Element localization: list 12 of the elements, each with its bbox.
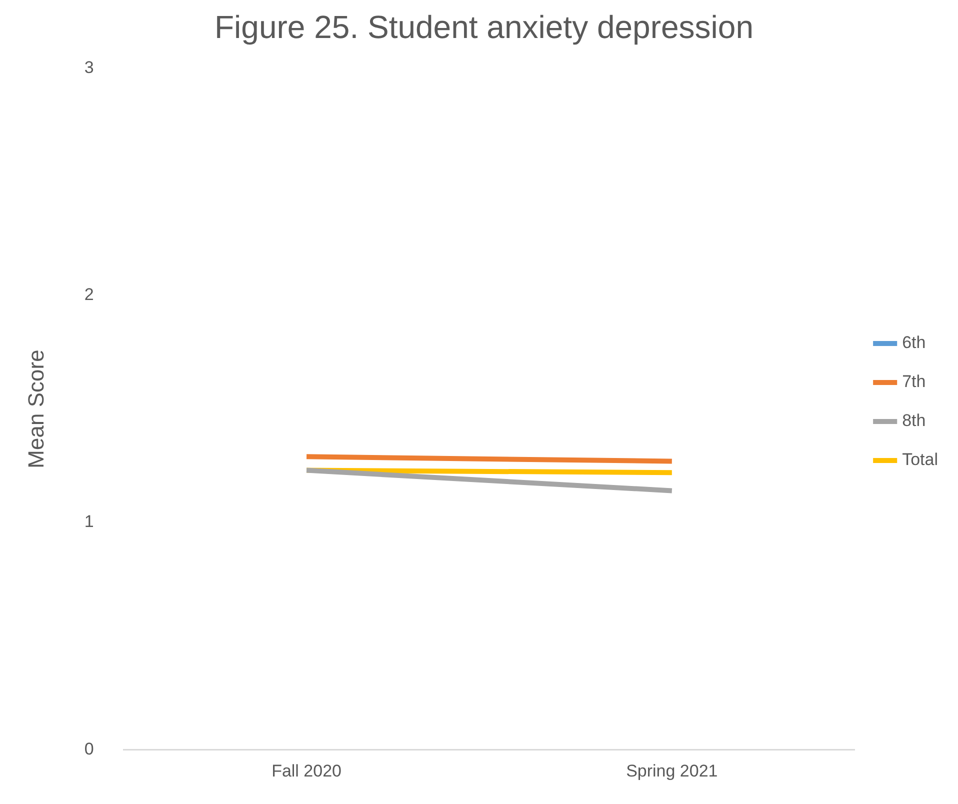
legend-label: 6th	[902, 333, 926, 352]
y-tick-label: 0	[84, 739, 94, 758]
y-tick-label: 1	[84, 512, 94, 532]
y-tick-label: 3	[84, 58, 94, 78]
legend-label: 8th	[902, 411, 926, 430]
y-axis-title: Mean Score	[23, 350, 48, 468]
y-tick-label: 2	[84, 285, 94, 304]
x-tick-label: Fall 2020	[272, 761, 342, 780]
legend-label: Total	[902, 450, 938, 470]
x-tick-label: Spring 2021	[626, 761, 718, 780]
legend-label: 7th	[902, 372, 926, 392]
chart-title: Figure 25. Student anxiety depression	[214, 9, 754, 46]
